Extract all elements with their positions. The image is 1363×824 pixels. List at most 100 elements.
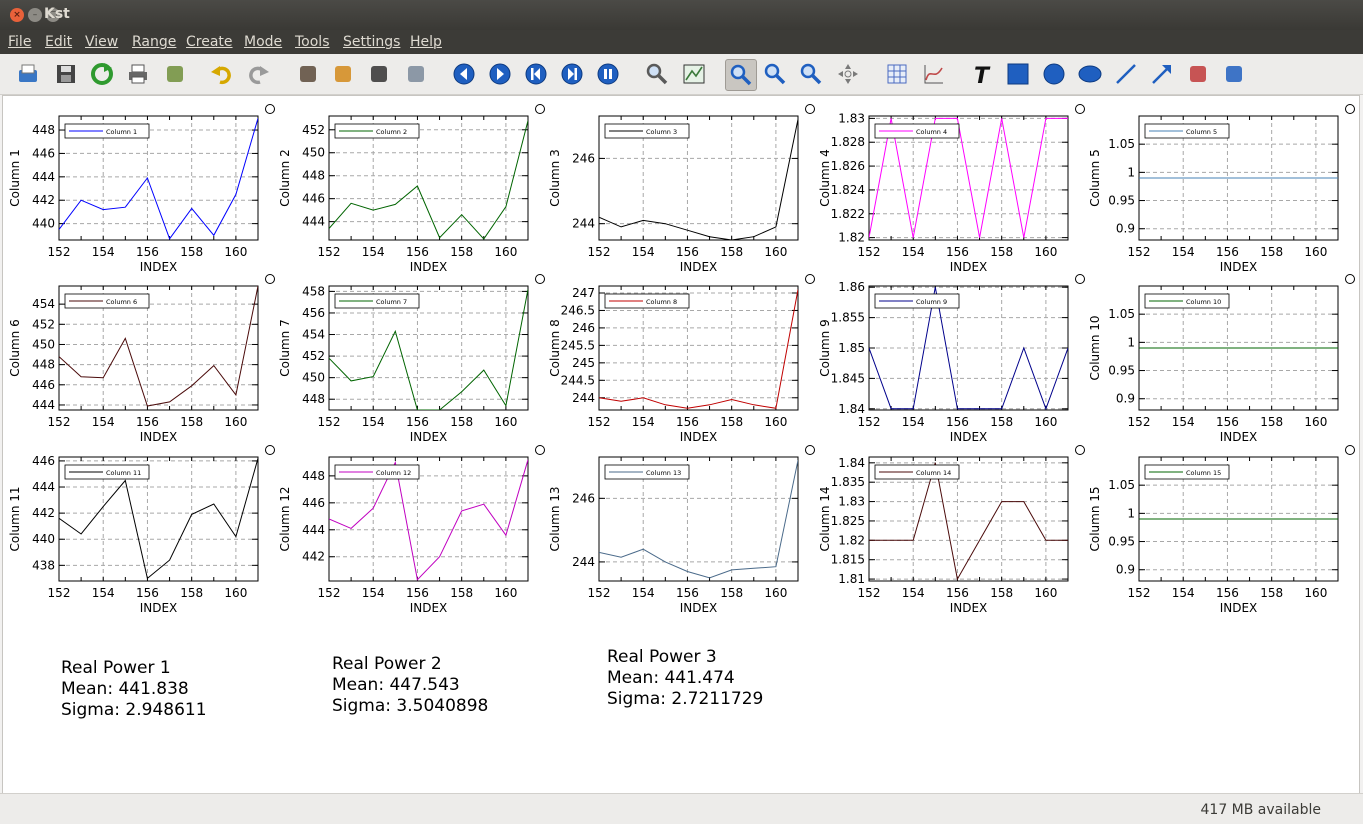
curve-line bbox=[59, 118, 258, 240]
plot-tied-zoom-toggle[interactable] bbox=[1345, 445, 1355, 455]
create-curve-icon[interactable] bbox=[922, 62, 946, 86]
maximize-window-icon[interactable]: □ bbox=[46, 8, 60, 22]
plot-1[interactable]: 152 154 156 158 160 440 442 444 446 448 INDEX Colum… bbox=[8, 104, 275, 275]
y-axis-label: Column 5 bbox=[1088, 149, 1102, 206]
plot-14[interactable]: 152 154 156 158 160 1.81 1.815 1.82 1.825 1.83 1.8… bbox=[818, 445, 1085, 616]
label-real-power-3[interactable]: Real Power 3 Mean: 441.474 Sigma: 2.7211… bbox=[607, 647, 763, 710]
plot-tied-zoom-toggle[interactable] bbox=[535, 445, 545, 455]
legend[interactable]: Column 12 bbox=[334, 464, 420, 480]
plot-tied-zoom-toggle[interactable] bbox=[1345, 104, 1355, 114]
zoom-mode-icon[interactable] bbox=[725, 59, 757, 91]
legend[interactable]: Column 14 bbox=[874, 464, 960, 480]
window-title: Kst bbox=[44, 6, 70, 22]
save-icon[interactable] bbox=[54, 62, 78, 86]
plot-9[interactable]: 152 154 156 158 160 1.84 1.845 1.85 1.855 1.86 IND… bbox=[818, 274, 1085, 445]
menu-create[interactable]: Create bbox=[186, 34, 233, 50]
print-preview-icon[interactable] bbox=[16, 62, 40, 86]
layout-mode-icon[interactable] bbox=[836, 62, 860, 86]
pause-icon[interactable] bbox=[596, 62, 620, 86]
read-from-start-icon[interactable] bbox=[524, 62, 548, 86]
legend[interactable]: Column 2 bbox=[334, 123, 420, 139]
undo-icon[interactable] bbox=[210, 62, 234, 86]
x-zoom-icon[interactable] bbox=[763, 62, 787, 86]
create-label-icon[interactable]: T bbox=[970, 62, 994, 86]
plot-tied-zoom-toggle[interactable] bbox=[265, 274, 275, 284]
plot-tied-zoom-toggle[interactable] bbox=[535, 274, 545, 284]
xy-mode-icon[interactable] bbox=[682, 62, 706, 86]
y-zoom-icon[interactable] bbox=[799, 62, 823, 86]
redo-icon[interactable] bbox=[246, 62, 270, 86]
plot-tied-zoom-toggle[interactable] bbox=[265, 445, 275, 455]
data-manager-icon[interactable] bbox=[296, 62, 320, 86]
create-ellipse-icon[interactable] bbox=[1078, 62, 1102, 86]
plot-tied-zoom-toggle[interactable] bbox=[1075, 274, 1085, 284]
plot-tied-zoom-toggle[interactable] bbox=[805, 445, 815, 455]
label-real-power-1[interactable]: Real Power 1 Mean: 441.838 Sigma: 2.9486… bbox=[61, 658, 207, 721]
create-shared-axis-icon[interactable] bbox=[1222, 62, 1246, 86]
plot-tied-zoom-toggle[interactable] bbox=[1345, 274, 1355, 284]
legend[interactable]: Column 1 bbox=[64, 123, 150, 139]
plot-3[interactable]: 152 154 156 158 160 244 246 INDEX Column 3 Column… bbox=[548, 104, 815, 275]
x-tick-label: 152 bbox=[858, 586, 881, 600]
create-picture-icon[interactable] bbox=[1186, 62, 1210, 86]
legend[interactable]: Column 4 bbox=[874, 123, 960, 139]
legend[interactable]: Column 10 bbox=[1144, 293, 1230, 309]
plot-10[interactable]: 152 154 156 158 160 0.9 0.95 1 1.05 INDEX Column 1… bbox=[1088, 274, 1355, 445]
plot-tied-zoom-toggle[interactable] bbox=[265, 104, 275, 114]
plot-tied-zoom-toggle[interactable] bbox=[1075, 104, 1085, 114]
menu-mode[interactable]: Mode bbox=[244, 34, 283, 50]
back-icon[interactable] bbox=[452, 62, 476, 86]
plot-12[interactable]: 152 154 156 158 160 442 444 446 448 INDEX Column 1… bbox=[278, 445, 545, 616]
edit-multiple-icon[interactable] bbox=[404, 62, 428, 86]
plot-tied-zoom-toggle[interactable] bbox=[805, 104, 815, 114]
plot-4[interactable]: 152 154 156 158 160 1.82 1.822 1.824 1.826 1.828 1… bbox=[818, 104, 1085, 275]
menu-tools[interactable]: Tools bbox=[295, 34, 330, 50]
create-box-icon[interactable] bbox=[1006, 62, 1030, 86]
plot-6[interactable]: 152 154 156 158 160 444 446 448 450 452 454 INDEX Co… bbox=[8, 274, 275, 445]
legend[interactable]: Column 6 bbox=[64, 293, 150, 309]
plot-8[interactable]: 152 154 156 158 160 244 244.5 245 245.5 246 246.5 2… bbox=[548, 274, 815, 445]
menu-view[interactable]: View bbox=[85, 34, 119, 50]
export-log-icon[interactable] bbox=[163, 62, 187, 86]
label-real-power-2[interactable]: Real Power 2 Mean: 447.543 Sigma: 3.5040… bbox=[332, 654, 488, 717]
read-to-end-icon[interactable] bbox=[560, 62, 584, 86]
minimize-window-icon[interactable]: – bbox=[28, 8, 42, 22]
menu-edit[interactable]: Edit bbox=[45, 34, 73, 50]
plot-11[interactable]: 152 154 156 158 160 438 440 442 444 446 INDEX Colum… bbox=[8, 445, 275, 616]
plot-tied-zoom-toggle[interactable] bbox=[1075, 445, 1085, 455]
legend[interactable]: Column 3 bbox=[604, 123, 690, 139]
legend[interactable]: Column 13 bbox=[604, 464, 690, 480]
legend[interactable]: Column 7 bbox=[334, 293, 420, 309]
legend[interactable]: Column 11 bbox=[64, 464, 150, 480]
y-tick-label: 448 bbox=[302, 169, 325, 183]
plot-tied-zoom-toggle[interactable] bbox=[805, 274, 815, 284]
menu-settings[interactable]: Settings bbox=[343, 34, 401, 50]
print-icon[interactable] bbox=[126, 62, 150, 86]
create-plot-icon[interactable] bbox=[885, 62, 909, 86]
forward-icon[interactable] bbox=[488, 62, 512, 86]
plot-7[interactable]: 152 154 156 158 160 448 450 452 454 456 458 INDEX Co… bbox=[278, 274, 545, 445]
plot-tied-zoom-toggle[interactable] bbox=[535, 104, 545, 114]
reload-icon[interactable] bbox=[90, 62, 114, 86]
legend[interactable]: Column 8 bbox=[604, 293, 690, 309]
create-circle-icon[interactable] bbox=[1042, 62, 1066, 86]
change-data-file-icon[interactable] bbox=[367, 62, 391, 86]
plot-13[interactable]: 152 154 156 158 160 244 246 INDEX Column 13 Colum… bbox=[548, 445, 815, 616]
menu-range[interactable]: Range bbox=[132, 34, 177, 50]
y-tick-label: 246.5 bbox=[561, 303, 595, 317]
legend[interactable]: Column 15 bbox=[1144, 464, 1230, 480]
tied-zoom-icon[interactable] bbox=[645, 62, 669, 86]
close-window-icon[interactable]: × bbox=[10, 8, 24, 22]
plot-5[interactable]: 152 154 156 158 160 0.9 0.95 1 1.05 INDEX Column 5… bbox=[1088, 104, 1355, 275]
create-line-icon[interactable] bbox=[1114, 62, 1138, 86]
legend[interactable]: Column 5 bbox=[1144, 123, 1230, 139]
x-tick-label: 156 bbox=[406, 586, 429, 600]
plot-15[interactable]: 152 154 156 158 160 0.9 0.95 1 1.05 INDEX Column 1… bbox=[1088, 445, 1355, 616]
menu-file[interactable]: File bbox=[8, 34, 32, 50]
data-wizard-icon[interactable] bbox=[331, 62, 355, 86]
legend[interactable]: Column 9 bbox=[874, 293, 960, 309]
create-arrow-icon[interactable] bbox=[1150, 62, 1174, 86]
x-tick-label: 154 bbox=[1172, 245, 1195, 259]
plot-2[interactable]: 152 154 156 158 160 444 446 448 450 452 INDEX Colum… bbox=[278, 104, 545, 275]
menu-help[interactable]: Help bbox=[410, 34, 442, 50]
